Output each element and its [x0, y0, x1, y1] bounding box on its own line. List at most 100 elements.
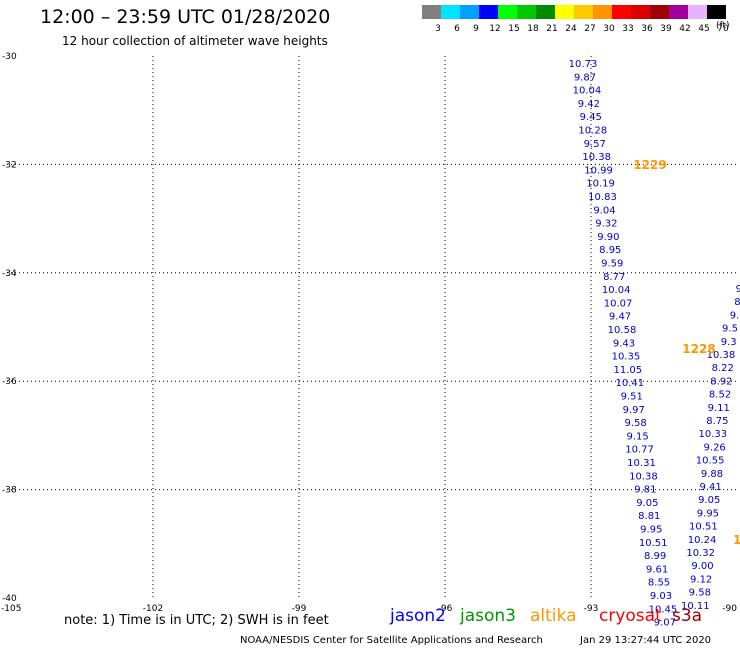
wave-height-value: 9.81	[634, 485, 656, 496]
wave-height-value: 10.19	[586, 179, 615, 190]
wave-height-value: 9.26	[704, 442, 726, 453]
legend-s3a: s3a	[672, 606, 703, 626]
wave-height-value: 10.07	[604, 298, 633, 309]
wave-height-value: 10.45	[649, 604, 678, 615]
wave-height-value: 10.73	[569, 59, 598, 70]
latitude-tick-label: -34	[2, 269, 17, 279]
wave-height-value: 8	[734, 297, 740, 308]
wave-height-value: 9.07	[654, 618, 676, 629]
color-swatch	[574, 5, 593, 19]
color-swatch	[536, 5, 555, 19]
wave-height-value: 9.5	[722, 324, 738, 335]
longitude-tick-label: -93	[584, 604, 599, 614]
latitude-tick-label: -32	[2, 160, 17, 170]
wave-height-value: 9.61	[646, 564, 668, 575]
generated-timestamp: Jan 29 13:27:44 UTC 2020	[580, 635, 712, 646]
legend-jason2: jason2	[390, 606, 446, 626]
wave-height-value: 8.75	[706, 416, 728, 427]
wave-height-value: 10.28	[578, 126, 607, 137]
wave-height-value: 9.87	[574, 72, 596, 83]
color-swatch	[650, 5, 669, 19]
longitude-tick-label: -96	[438, 604, 453, 614]
color-swatch	[631, 5, 650, 19]
color-swatch	[688, 5, 707, 19]
wave-height-value: 10.38	[629, 471, 658, 482]
color-swatch	[612, 5, 631, 19]
color-scale-label: 6	[454, 24, 460, 34]
color-swatch	[707, 5, 726, 19]
wave-height-value: 9.05	[698, 495, 720, 506]
wave-height-value: 8.99	[644, 551, 666, 562]
wave-height-value: 9.47	[609, 312, 631, 323]
wave-height-value: 9.12	[690, 574, 712, 585]
wave-height-value: 10.33	[699, 429, 728, 440]
color-swatch	[479, 5, 498, 19]
wave-height-value: 9.58	[625, 418, 647, 429]
wave-height-value: 9.90	[597, 232, 619, 243]
wave-height-value: 10.11	[681, 601, 710, 612]
color-scale-bar: 3 6 9 12 15 18 21 24 27 30 33 36 39 42 45 70	[422, 5, 729, 34]
wave-height-value: 10.51	[689, 522, 718, 533]
wave-height-value: 10.38	[582, 152, 611, 163]
wave-height-value: 9.43	[613, 338, 635, 349]
wave-height-value: 10.04	[602, 285, 631, 296]
wave-height-value: 9.11	[708, 403, 730, 414]
wave-height-value: 8.95	[599, 245, 621, 256]
color-scale-label: 12	[489, 24, 500, 34]
pass-time-label: 1	[733, 533, 740, 547]
longitude-tick-label: -105	[1, 604, 21, 614]
color-scale-label: 27	[584, 24, 595, 34]
wave-height-value: 9.	[730, 310, 740, 321]
color-swatch	[441, 5, 460, 19]
color-swatch	[555, 5, 574, 19]
wave-height-value: 8.52	[709, 390, 731, 401]
color-swatch	[517, 5, 536, 19]
color-swatch	[669, 5, 688, 19]
color-scale-label: 30	[603, 24, 615, 34]
legend-altika: altika	[530, 606, 577, 626]
wave-height-value: 10.58	[608, 325, 637, 336]
color-scale-label: 33	[622, 24, 633, 34]
latitude-tick-label: -40	[2, 594, 17, 604]
color-swatch	[593, 5, 612, 19]
latitude-tick-label: -38	[2, 486, 17, 496]
wave-height-value: 10.77	[625, 445, 654, 456]
color-scale-label: 15	[508, 24, 519, 34]
wave-height-value: 10.31	[627, 458, 656, 469]
latitude-tick-label: -36	[2, 377, 17, 387]
wave-height-value: 8.22	[712, 363, 734, 374]
wave-height-value: 10.24	[688, 535, 717, 546]
wave-height-value: 9.03	[650, 591, 672, 602]
wave-height-value: 8.55	[648, 578, 670, 589]
color-swatch	[460, 5, 479, 19]
wave-height-value: 10.38	[707, 350, 736, 361]
longitude-tick-label: -99	[292, 604, 307, 614]
wave-height-value: 11.05	[614, 365, 643, 376]
wave-height-value: 10.32	[686, 548, 715, 559]
color-scale-label: 24	[565, 24, 577, 34]
legend-cryosat: cryosat	[599, 606, 662, 626]
longitude-tick-label: -90	[722, 604, 737, 614]
longitude-tick-label: -102	[143, 604, 163, 614]
color-scale-label: 42	[679, 24, 690, 34]
wave-height-value: 9.88	[701, 469, 723, 480]
wave-height-value: 9.58	[689, 588, 711, 599]
color-scale-label: 3	[435, 24, 441, 34]
wave-height-value: 9.41	[699, 482, 721, 493]
color-swatch	[422, 5, 441, 19]
wave-height-value: 10.83	[588, 192, 617, 203]
wave-height-value: 8.77	[603, 272, 625, 283]
wave-height-value: 9.00	[691, 561, 713, 572]
wave-height-value: 9.95	[697, 508, 719, 519]
color-scale-label: 36	[641, 24, 653, 34]
axis-labels: -30 -32 -34 -36 -38 -40-105 -102 -99 -96 -93 -90	[1, 52, 737, 614]
color-scale-units: (ft)	[716, 21, 730, 31]
wave-height-value: 9.04	[593, 205, 615, 216]
wave-height-value: 9.42	[578, 99, 600, 110]
wave-height-value: 10.04	[573, 86, 602, 97]
wave-height-value: 9.32	[595, 219, 617, 230]
color-scale-label: 21	[546, 24, 557, 34]
pass-time-label: 1228	[682, 342, 715, 356]
legend-jason3: jason3	[460, 606, 516, 626]
